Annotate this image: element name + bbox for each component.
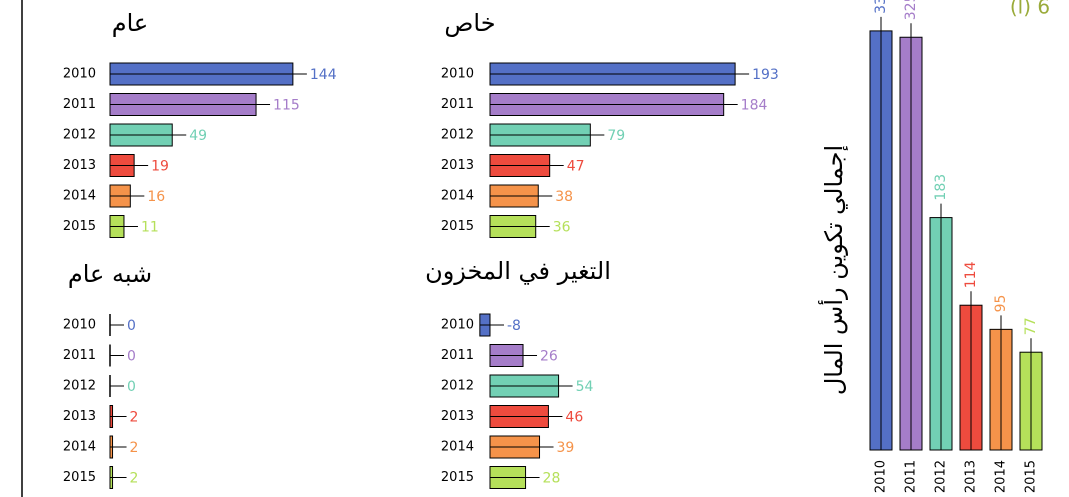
value-label: 2 [130, 410, 139, 426]
chart-title: التغير في المخزون [425, 257, 611, 285]
value-label: -8 [507, 318, 521, 334]
value-label: 95 [993, 295, 1009, 313]
category-label: 2013 [964, 460, 979, 493]
value-label: 115 [273, 98, 300, 114]
value-label: 79 [607, 128, 625, 144]
category-label: 2015 [441, 470, 474, 485]
category-label: 2013 [441, 409, 474, 424]
subtitle: (أ) 6 [1010, 0, 1050, 19]
value-label: 0 [127, 349, 136, 365]
category-label: 2015 [63, 470, 96, 485]
value-label: 38 [555, 189, 573, 205]
chart-title: عام [112, 9, 149, 37]
value-label: 47 [567, 159, 585, 175]
value-label: 19 [151, 159, 169, 175]
value-label: 2 [130, 471, 139, 487]
value-label: 184 [741, 98, 768, 114]
value-label: 193 [752, 67, 779, 83]
category-label: 2014 [63, 189, 96, 204]
category-label: 2014 [63, 440, 96, 455]
value-label: 144 [310, 67, 337, 83]
category-label: 2011 [63, 97, 96, 112]
category-label: 2012 [441, 128, 474, 143]
category-label: 2010 [441, 67, 474, 82]
category-label: 2010 [874, 460, 889, 493]
value-label: 54 [576, 379, 594, 395]
category-label: 2014 [994, 460, 1009, 493]
category-label: 2013 [63, 409, 96, 424]
value-label: 0 [127, 318, 136, 334]
category-label: 2010 [63, 67, 96, 82]
value-label: 49 [189, 128, 207, 144]
value-label: 16 [147, 189, 165, 205]
category-label: 2015 [63, 219, 96, 234]
chart-title: خاص [444, 9, 495, 37]
category-label: 2013 [63, 158, 96, 173]
category-label: 2014 [441, 189, 474, 204]
value-label: 77 [1023, 317, 1039, 335]
category-label: 2013 [441, 158, 474, 173]
category-label: 2014 [441, 440, 474, 455]
category-label: 2015 [441, 219, 474, 234]
value-label: 28 [543, 471, 561, 487]
category-label: 2012 [63, 128, 96, 143]
value-label: 36 [553, 220, 571, 236]
category-label: 2015 [1024, 460, 1039, 493]
value-label: 26 [540, 349, 558, 365]
category-label: 2011 [63, 348, 96, 363]
category-label: 2012 [63, 379, 96, 394]
value-label: 2 [130, 440, 139, 456]
value-label: 0 [127, 379, 136, 395]
category-label: 2011 [441, 348, 474, 363]
value-label: 183 [933, 174, 949, 201]
chart-title: إجمالي تكوين رأس المال [818, 145, 849, 395]
category-label: 2010 [63, 318, 96, 333]
value-label: 114 [963, 261, 979, 288]
category-label: 2010 [441, 318, 474, 333]
value-label: 46 [565, 410, 583, 426]
chart-title: شبه عام [68, 260, 152, 288]
value-label: 330 [873, 0, 889, 14]
value-label: 325 [903, 0, 919, 20]
category-label: 2012 [441, 379, 474, 394]
category-label: 2011 [904, 460, 919, 493]
category-label: 2011 [441, 97, 474, 112]
value-label: 39 [557, 440, 575, 456]
category-label: 2012 [934, 460, 949, 493]
value-label: 11 [141, 220, 159, 236]
